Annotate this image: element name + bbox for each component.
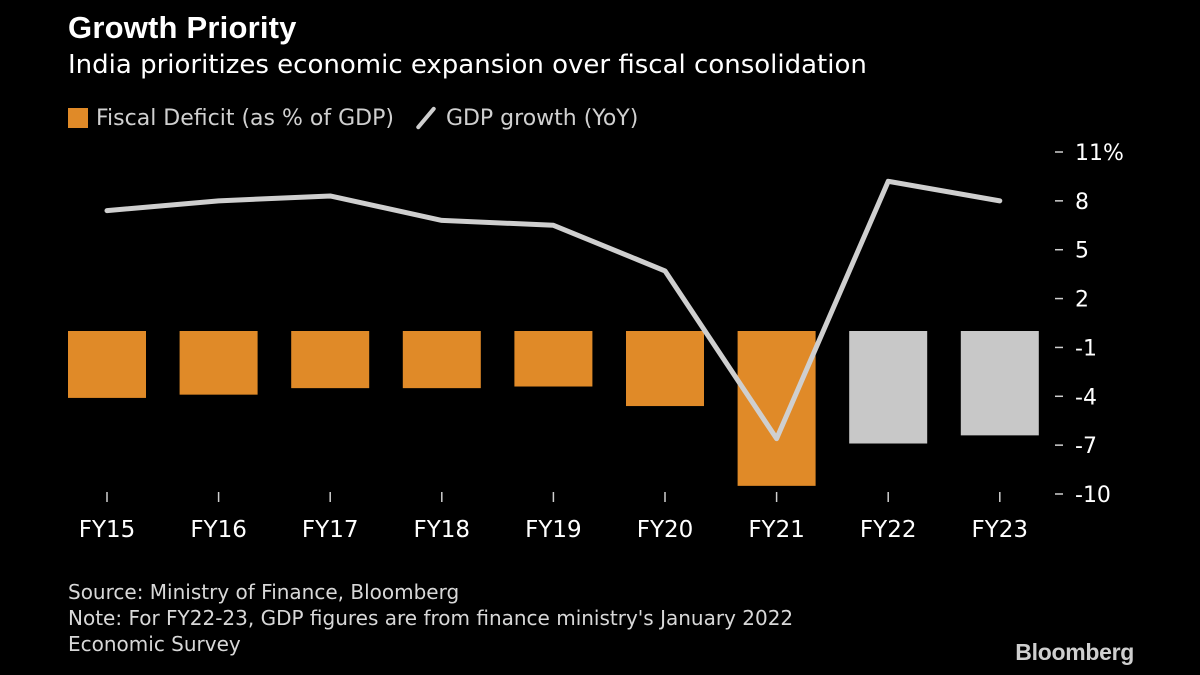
note-line-2: Economic Survey (68, 631, 793, 657)
bar-fy18 (403, 331, 481, 388)
bar-fy23 (961, 331, 1039, 435)
chart-area: 11% 8 5 2 -1 -4 -7 -10 FY15 FY16 FY17 FY18 FY19 FY20 F… (0, 0, 1200, 675)
x-tick-label: FY16 (190, 517, 247, 543)
y-tick-label: 11% (1075, 141, 1124, 166)
bar-fy21 (738, 331, 816, 486)
y-tick-label: 2 (1075, 288, 1089, 313)
y-tick-label: -4 (1075, 385, 1097, 410)
brand-logo: Bloomberg (1015, 639, 1134, 666)
y-tick-label: -10 (1075, 483, 1111, 508)
bar-fy17 (291, 331, 369, 388)
x-tick-label: FY20 (637, 517, 694, 543)
source-note: Source: Ministry of Finance, Bloomberg (68, 579, 793, 605)
x-tick-label: FY15 (79, 517, 136, 543)
bar-fy15 (68, 331, 146, 398)
y-tick-label: 5 (1075, 239, 1089, 264)
x-tick-label: FY19 (525, 517, 582, 543)
x-tick-label: FY22 (860, 517, 917, 543)
x-tick-label: FY18 (414, 517, 471, 543)
y-tick-label: -1 (1075, 336, 1097, 361)
y-tick-label: 8 (1075, 190, 1089, 215)
bar-fy16 (180, 331, 258, 395)
bar-fy19 (514, 331, 592, 387)
x-tick-label: FY21 (748, 517, 805, 543)
bar-fy22 (849, 331, 927, 444)
x-tick-label: FY23 (972, 517, 1029, 543)
bar-fy20 (626, 331, 704, 406)
y-tick-label: -7 (1075, 434, 1097, 459)
note-line-1: Note: For FY22-23, GDP figures are from … (68, 605, 793, 631)
footer: Source: Ministry of Finance, Bloomberg N… (68, 579, 793, 657)
x-tick-label: FY17 (302, 517, 359, 543)
